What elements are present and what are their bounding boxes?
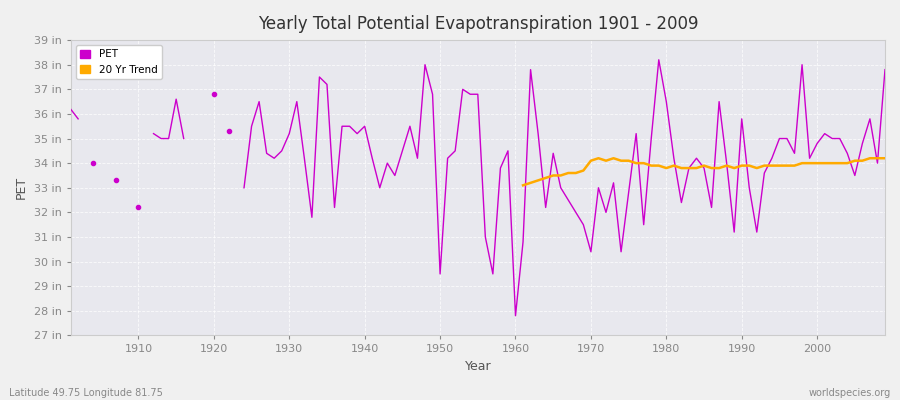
Text: Latitude 49.75 Longitude 81.75: Latitude 49.75 Longitude 81.75 [9, 388, 163, 398]
X-axis label: Year: Year [464, 360, 491, 373]
Y-axis label: PET: PET [15, 176, 28, 199]
Text: worldspecies.org: worldspecies.org [809, 388, 891, 398]
Title: Yearly Total Potential Evapotranspiration 1901 - 2009: Yearly Total Potential Evapotranspiratio… [257, 15, 698, 33]
Legend: PET, 20 Yr Trend: PET, 20 Yr Trend [76, 45, 162, 79]
